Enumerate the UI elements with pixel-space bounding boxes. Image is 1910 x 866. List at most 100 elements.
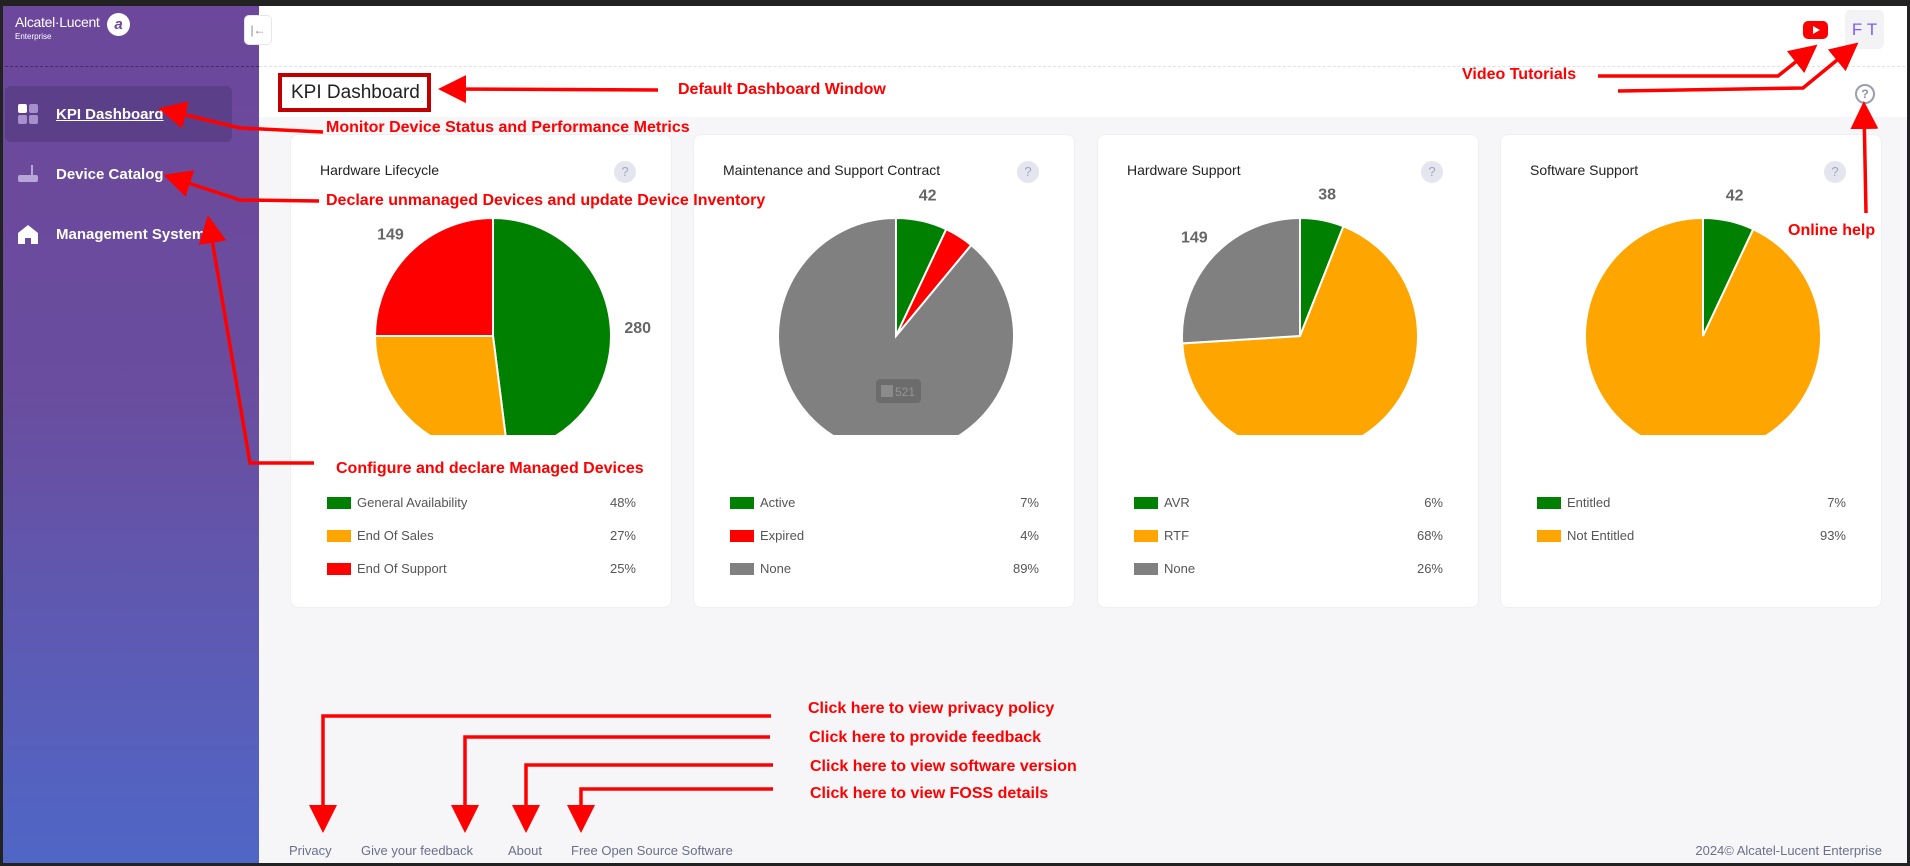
pie-chart: 42521521 xyxy=(777,187,1015,435)
legend-label: None xyxy=(1164,561,1196,576)
brand-logo: Alcatel·Lucent Enterprise a xyxy=(15,13,130,41)
legend-percent: 7% xyxy=(1020,495,1039,510)
legend-item[interactable]: Active 7% xyxy=(730,495,1039,511)
pie-chart: 38398149 xyxy=(1181,187,1419,435)
legend-label: General Availability xyxy=(357,495,468,510)
home-icon xyxy=(18,224,38,244)
legend-swatch xyxy=(1134,497,1158,509)
header-divider xyxy=(259,66,1910,67)
sidebar-item-device-catalog[interactable]: Device Catalog xyxy=(5,146,232,202)
sidebar-item-label: Device Catalog xyxy=(56,165,164,183)
feedback-link[interactable]: Give your feedback xyxy=(361,843,474,858)
sidebar-item-label: KPI Dashboard xyxy=(56,105,164,123)
chart-title: Hardware Support xyxy=(1127,162,1241,178)
legend-swatch xyxy=(1537,497,1561,509)
sidebar-item-label: Management System xyxy=(56,225,206,243)
legend-percent: 6% xyxy=(1424,495,1443,510)
legend-item[interactable]: None 26% xyxy=(1134,561,1443,577)
pie-slice[interactable] xyxy=(1181,216,1301,345)
chart-card: 42521521Maintenance and Support Contract… xyxy=(693,134,1075,608)
annotation-text: Click here to view software version xyxy=(810,758,1077,775)
annotation-arrow xyxy=(567,787,773,833)
annotation-text: Click here to provide feedback xyxy=(809,729,1042,746)
data-label: 42 xyxy=(919,187,937,204)
collapse-left-icon[interactable]: |← xyxy=(244,15,272,45)
legend-percent: 7% xyxy=(1827,495,1846,510)
tooltip-text: 521 xyxy=(895,385,915,399)
sidebar-item-management-system[interactable]: Management System xyxy=(5,206,232,262)
legend-item[interactable]: AVR 6% xyxy=(1134,495,1443,511)
legend-item[interactable]: RTF 68% xyxy=(1134,528,1443,544)
youtube-icon[interactable] xyxy=(1803,21,1828,39)
annotation-text: Video Tutorials xyxy=(1462,66,1577,83)
copyright: 2024© Alcatel-Lucent Enterprise xyxy=(1695,843,1882,858)
help-icon[interactable]: ? xyxy=(1421,161,1443,183)
annotation-arrow xyxy=(451,735,770,833)
legend-item[interactable]: Not Entitled 93% xyxy=(1537,528,1846,544)
sidebar-divider xyxy=(0,66,259,67)
annotation-arrow xyxy=(309,714,771,833)
annotation-text: Monitor Device Status and Performance Me… xyxy=(326,119,690,136)
legend-percent: 93% xyxy=(1819,528,1846,543)
pie-slice[interactable] xyxy=(373,335,508,435)
legend-swatch xyxy=(730,563,754,575)
legend-label: Active xyxy=(760,495,796,510)
router-icon xyxy=(18,164,38,184)
pie-chart: 42543 xyxy=(1584,187,1822,435)
legend-label: Expired xyxy=(760,528,805,543)
legend-item[interactable]: Entitled 7% xyxy=(1537,495,1846,511)
legend-swatch xyxy=(1134,530,1158,542)
legend-label: Entitled xyxy=(1567,495,1611,510)
legend-item[interactable]: None 89% xyxy=(730,561,1039,577)
pie-slice[interactable] xyxy=(1584,216,1822,435)
annotation-text: Declare unmanaged Devices and update Dev… xyxy=(326,192,766,209)
annotation-arrow xyxy=(512,763,773,833)
help-circle-icon[interactable]: ? xyxy=(1855,84,1875,104)
pie-chart: 280156149 xyxy=(373,216,651,435)
pie-slice[interactable] xyxy=(492,216,612,435)
legend-label: RTF xyxy=(1164,528,1190,543)
annotation-text: Online help xyxy=(1788,222,1876,239)
foss-link[interactable]: Free Open Source Software xyxy=(571,843,733,858)
avatar[interactable]: F T xyxy=(1845,10,1884,49)
pie-slice[interactable] xyxy=(373,216,494,337)
legend-item[interactable]: General Availability 48% xyxy=(327,495,636,511)
annotation-text: Default Dashboard Window xyxy=(678,81,886,98)
legend-percent: 4% xyxy=(1020,528,1039,543)
legend-swatch xyxy=(730,530,754,542)
legend-percent: 68% xyxy=(1416,528,1443,543)
chart-card: 280156149 Hardware Lifecycle? General Avai… xyxy=(290,134,672,608)
brand-sub: Enterprise xyxy=(15,32,52,41)
legend-swatch xyxy=(327,497,351,509)
legend-swatch xyxy=(1537,530,1561,542)
legend-label: None xyxy=(760,561,792,576)
legend-swatch xyxy=(327,563,351,575)
pie-slice[interactable] xyxy=(1181,224,1419,435)
legend-percent: 48% xyxy=(609,495,636,510)
legend-swatch xyxy=(1134,563,1158,575)
annotation-text: Click here to view privacy policy xyxy=(808,700,1055,717)
annotation-text: Click here to view FOSS details xyxy=(810,785,1049,802)
sidebar-item-kpi-dashboard[interactable]: KPI Dashboard xyxy=(5,86,232,142)
legend-item[interactable]: End Of Sales 27% xyxy=(327,528,636,544)
legend-item[interactable]: Expired 4% xyxy=(730,528,1039,544)
help-icon[interactable]: ? xyxy=(1824,161,1846,183)
chart-card: 42543 Software Support? Entitled 7% Not Enti… xyxy=(1500,134,1882,608)
legend-label: AVR xyxy=(1164,495,1190,510)
data-label: 280 xyxy=(624,320,651,337)
chart-title: Software Support xyxy=(1530,162,1639,178)
legend-item[interactable]: End Of Support 25% xyxy=(327,561,636,577)
about-link[interactable]: About xyxy=(508,843,542,858)
privacy-link[interactable]: Privacy xyxy=(289,843,332,858)
help-icon[interactable]: ? xyxy=(1017,161,1039,183)
annotation-text: Configure and declare Managed Devices xyxy=(336,460,644,477)
legend-label: End Of Sales xyxy=(357,528,434,543)
legend-percent: 27% xyxy=(609,528,636,543)
help-icon[interactable]: ? xyxy=(614,161,636,183)
pie-slice[interactable] xyxy=(777,216,1015,435)
brand-name: Alcatel·Lucent xyxy=(15,14,100,30)
legend-percent: 26% xyxy=(1416,561,1443,576)
legend-label: End Of Support xyxy=(357,561,447,576)
page-title: KPI Dashboard xyxy=(278,73,431,112)
brand-mark-icon: a xyxy=(107,13,130,36)
